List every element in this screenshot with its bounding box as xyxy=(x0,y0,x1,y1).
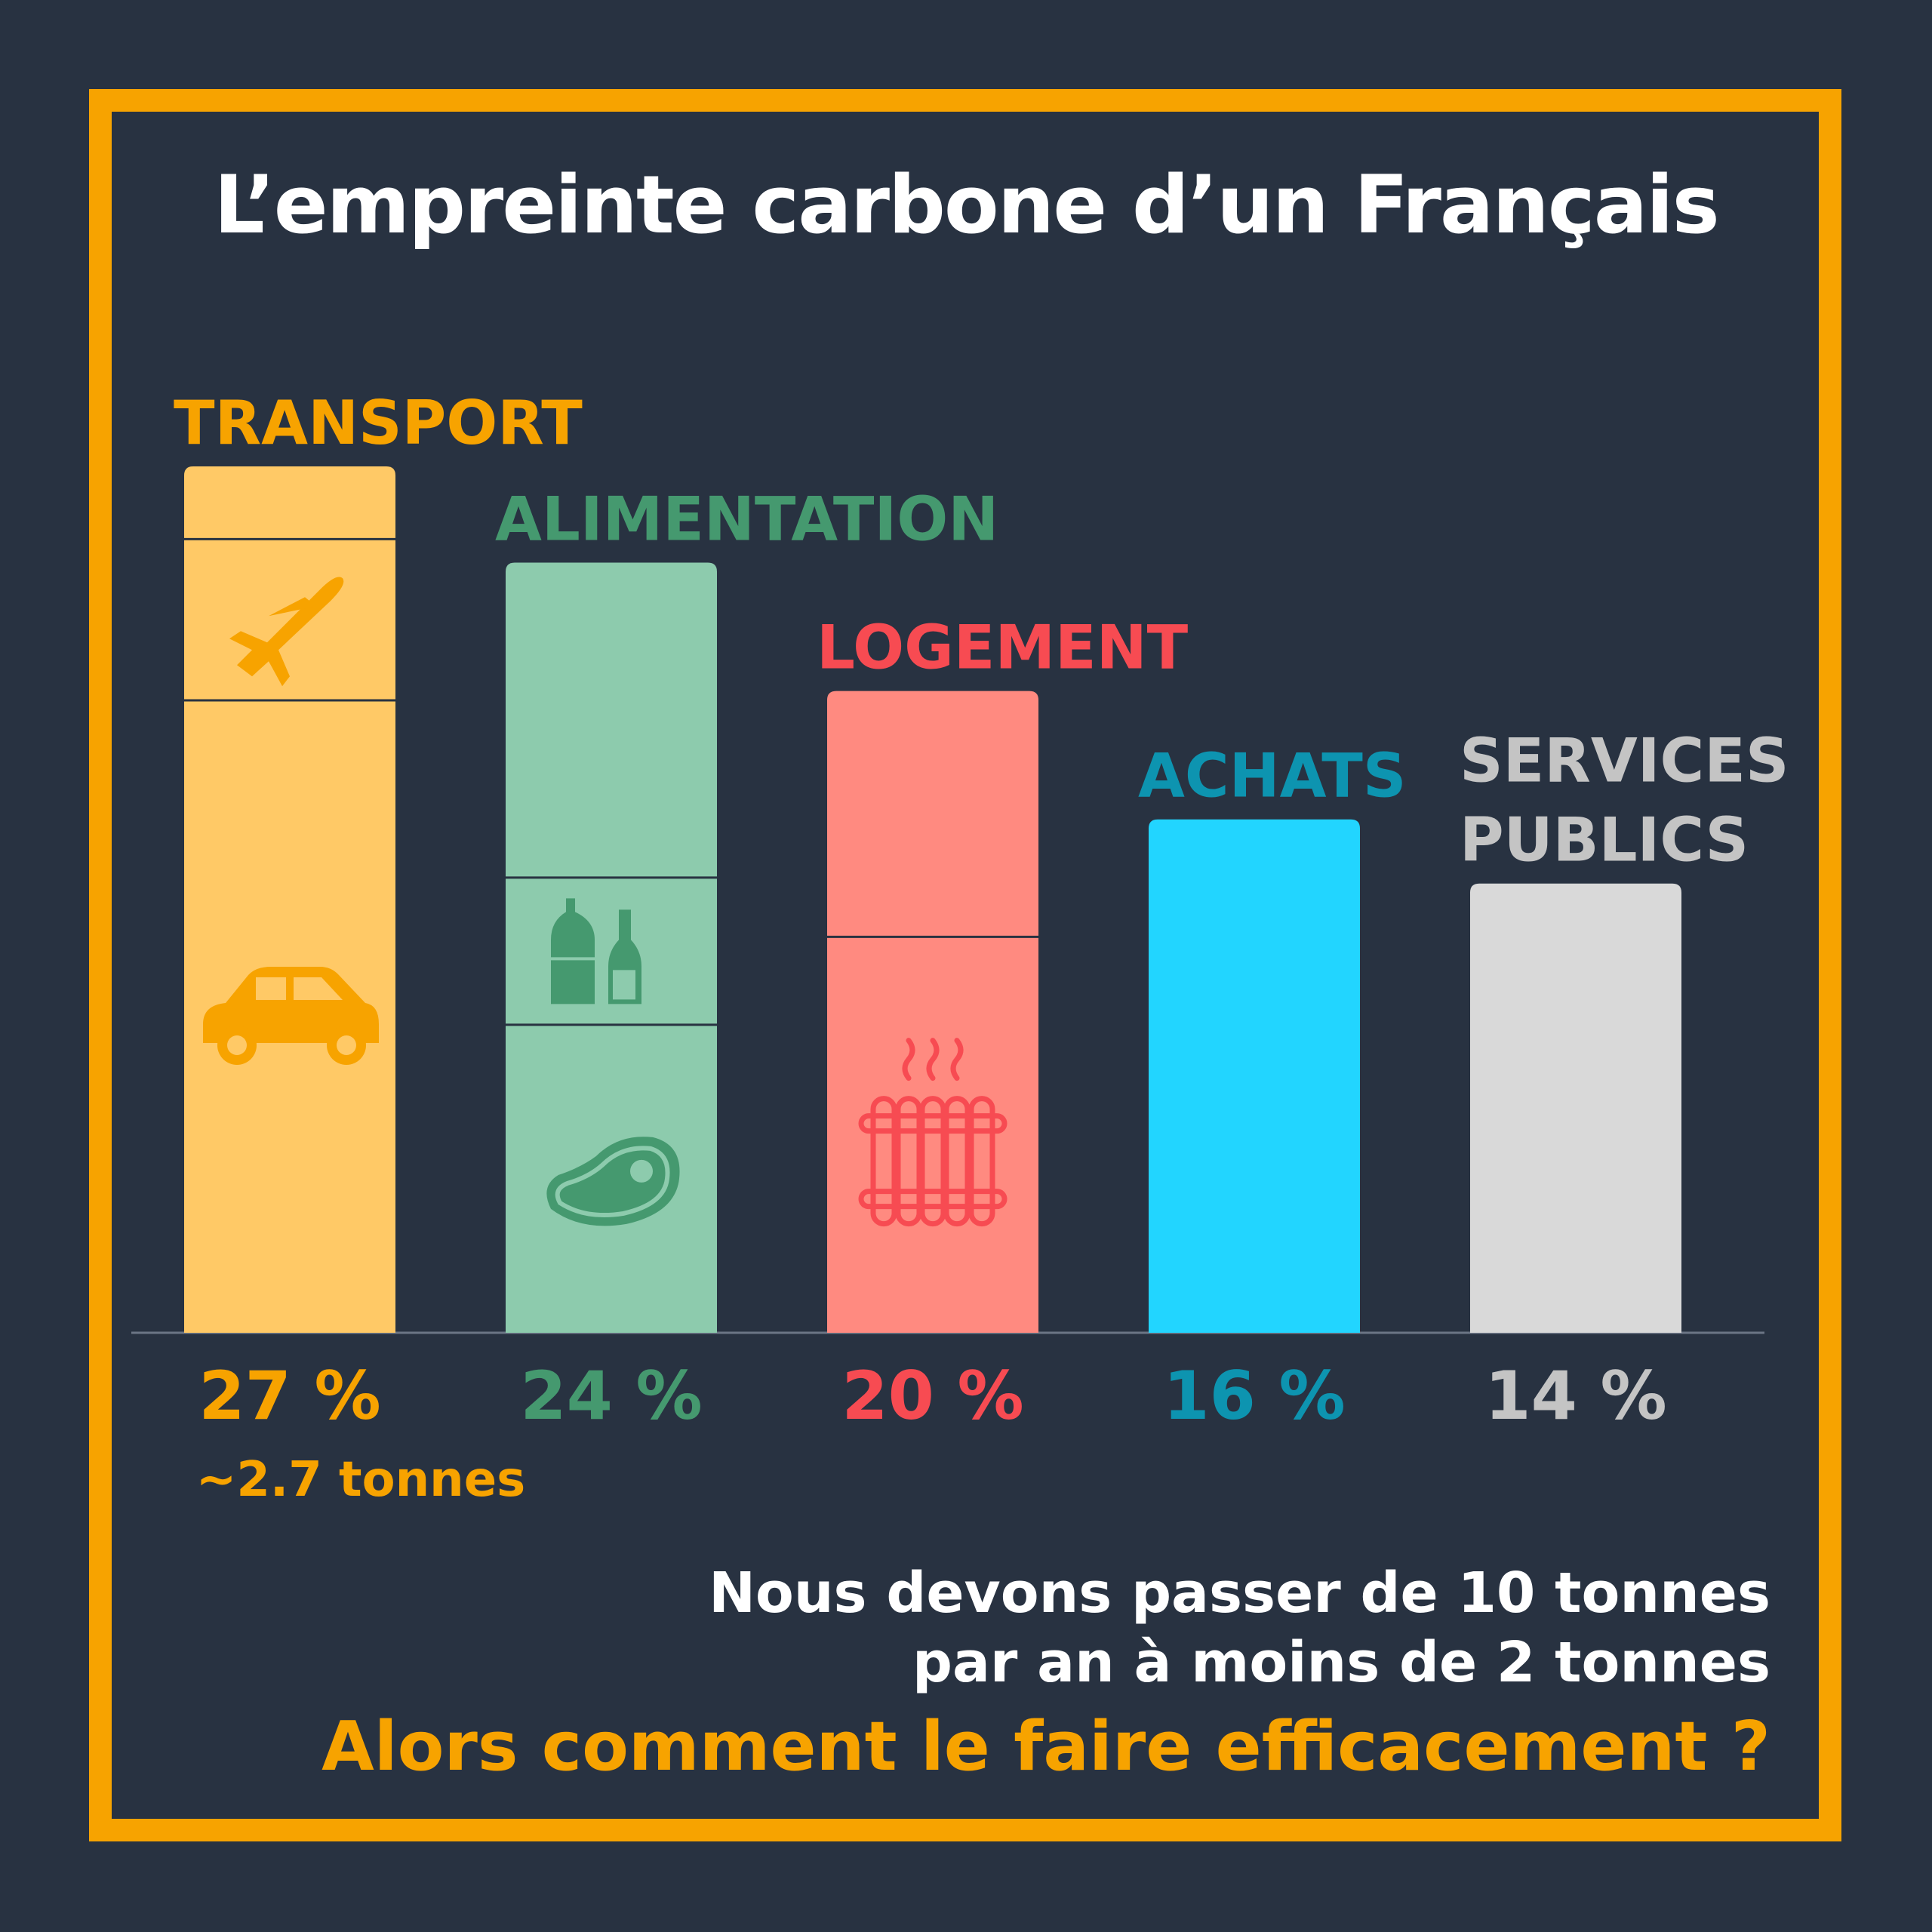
value-label: 24 % xyxy=(520,1357,702,1435)
tonnage-note: ~2.7 tonnes xyxy=(196,1452,525,1508)
value-label: 20 % xyxy=(841,1357,1023,1435)
radiator-icon xyxy=(858,1038,1008,1227)
category-label: SERVICES xyxy=(1460,726,1789,796)
category-label: PUBLICS xyxy=(1460,805,1749,875)
bar-group: SERVICES PUBLICS 14 % xyxy=(1460,726,1789,1435)
bar-group: ALIMENTATION 24 % xyxy=(495,485,998,1435)
chart-title: L’empreinte carbone d’un Français xyxy=(214,158,1719,251)
bar-group: TRANSPORT 27 % ~2.7 tonnes xyxy=(174,388,583,1508)
bar xyxy=(506,562,717,1333)
category-label: LOGEMENT xyxy=(817,613,1189,683)
value-label: 14 % xyxy=(1484,1357,1666,1435)
meat-icon xyxy=(546,1137,680,1226)
bar xyxy=(1470,883,1681,1333)
car-icon xyxy=(203,966,379,1065)
message-line-1: Nous devons passer de 10 tonnes xyxy=(709,1561,1770,1626)
value-label: 16 % xyxy=(1163,1357,1345,1435)
value-label: 27 % xyxy=(198,1357,380,1435)
category-label: ALIMENTATION xyxy=(495,485,998,555)
orange-frame xyxy=(89,89,1841,1841)
call-to-action-question: Alors comment le faire efficacement ? xyxy=(321,1707,1770,1786)
bar xyxy=(827,691,1038,1333)
message-line-2: par an à moins de 2 tonnes xyxy=(912,1630,1770,1695)
bar xyxy=(184,466,395,1333)
bar xyxy=(1149,819,1360,1333)
bar-group: ACHATS 16 % xyxy=(1138,741,1406,1435)
plane-icon xyxy=(229,577,344,687)
category-label: ACHATS xyxy=(1138,741,1406,811)
category-label: TRANSPORT xyxy=(174,388,583,458)
bar-group: LOGEMENT 20 % xyxy=(817,613,1189,1435)
bottles-icon xyxy=(551,898,641,1004)
